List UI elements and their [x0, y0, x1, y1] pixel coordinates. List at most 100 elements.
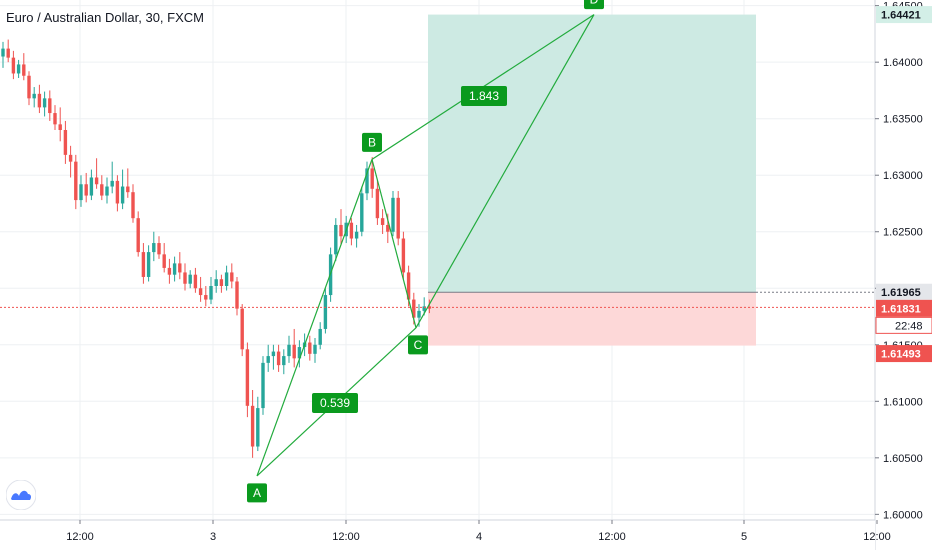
stop-price-tag-text: 1.61493	[881, 349, 921, 361]
leg-bc	[371, 159, 417, 328]
candles	[1, 39, 432, 458]
candle-body	[276, 351, 281, 366]
candle-body	[308, 342, 312, 354]
time-tick-label: 5	[741, 531, 747, 543]
candle-body	[204, 295, 208, 300]
candle-body	[256, 408, 260, 447]
candle-body	[152, 243, 156, 253]
candle-body	[141, 252, 146, 277]
time-tick-label: 12:00	[332, 531, 360, 543]
leg-xa	[256, 159, 373, 477]
candle-body	[250, 405, 255, 447]
point-label-d-text: D	[590, 0, 599, 7]
candle-body	[162, 254, 166, 268]
candle-body	[79, 184, 83, 201]
candle-body	[318, 328, 322, 345]
candle-body	[422, 306, 426, 311]
candle-body	[89, 177, 94, 196]
candle-body	[271, 351, 276, 357]
candle-body	[401, 238, 406, 273]
position-zones	[428, 14, 875, 346]
candle-body	[53, 113, 57, 125]
time-tick-label: 3	[210, 531, 216, 543]
symbol-title: Euro / Australian Dollar, 30, FXCM	[6, 10, 204, 25]
candle-body	[6, 48, 10, 58]
candle-body	[136, 218, 140, 253]
candle-body	[245, 349, 250, 406]
candle-body	[27, 75, 31, 99]
candle-body	[406, 272, 411, 300]
candle-body	[178, 263, 182, 273]
price-tick-label: 1.62500	[883, 227, 923, 239]
candle-body	[240, 308, 244, 350]
time-axis[interactable]: 12:00 3 12:00 4 12:00 5 12:00	[0, 519, 891, 550]
candle-body	[84, 184, 88, 196]
leg-cd	[415, 14, 595, 329]
candle-body	[391, 197, 395, 232]
price-tick-label: 1.63000	[883, 170, 923, 182]
candle-body	[157, 243, 161, 255]
candle-body	[313, 344, 317, 354]
target-price-tag-text: 1.64421	[881, 10, 921, 22]
candle-body	[48, 98, 52, 114]
time-tick-label: 4	[476, 531, 482, 543]
candle-body	[131, 192, 135, 219]
candle-body	[1, 48, 5, 57]
point-label-b-box	[362, 132, 382, 152]
ratio-label-bd-box	[461, 86, 507, 106]
ratio-label-ac-text: 0.539	[320, 396, 350, 410]
target-price-tag-box	[876, 6, 932, 24]
candle-body	[266, 356, 270, 363]
candle-body	[209, 286, 213, 300]
candle-body	[68, 154, 73, 162]
candle-body	[292, 344, 296, 359]
price-axis[interactable]: 1.600001.605001.610001.615001.620001.625…	[874, 0, 932, 550]
candle-body	[297, 347, 302, 359]
candle-body	[349, 222, 354, 239]
candle-body	[334, 224, 338, 255]
candle-body	[224, 272, 229, 286]
candle-body	[365, 168, 369, 194]
ratio-label-bd-text: 1.843	[469, 89, 499, 103]
point-label-b: B	[362, 132, 382, 152]
entry-price-tag-text: 1.61965	[881, 287, 921, 299]
candle-body	[287, 344, 291, 357]
candle-body	[198, 288, 203, 296]
last-price-tag-box	[876, 299, 932, 317]
candle-body	[282, 356, 286, 366]
point-label-d: D	[584, 0, 604, 10]
candle-body	[74, 161, 78, 201]
candle-body	[230, 272, 234, 282]
time-tick-label: 12:00	[598, 531, 626, 543]
candle-body	[396, 197, 400, 239]
candle-body	[323, 295, 328, 329]
countdown-text: 22:48	[895, 320, 923, 332]
stop-price-tag: 1.61493	[876, 345, 932, 363]
candle-body	[11, 57, 16, 74]
point-label-d-box	[584, 0, 604, 10]
candle-body	[105, 186, 109, 196]
candle-body	[16, 64, 21, 74]
candle-body	[172, 263, 177, 275]
candle-body	[417, 310, 421, 318]
candle-body	[386, 224, 390, 232]
tradingview-logo[interactable]	[6, 480, 36, 510]
candle-body	[370, 168, 374, 189]
price-axis-bg	[875, 0, 932, 550]
point-label-a-box	[247, 483, 267, 503]
stop-zone	[428, 292, 756, 346]
ratio-label-ac: 0.539	[312, 393, 358, 413]
time-axis-bg	[0, 520, 875, 550]
candle-body	[100, 184, 104, 196]
ratio-label-ac-box	[312, 393, 358, 413]
candle-body	[32, 93, 36, 99]
entry-price-tag: 1.61965	[876, 283, 932, 301]
candle-body	[58, 124, 62, 130]
point-label-c-box	[408, 335, 428, 355]
candle-body	[63, 130, 68, 155]
candle-body	[380, 218, 385, 225]
point-label-a-text: A	[253, 486, 261, 500]
candle-body	[94, 177, 99, 185]
price-tick-label: 1.60000	[883, 509, 923, 521]
